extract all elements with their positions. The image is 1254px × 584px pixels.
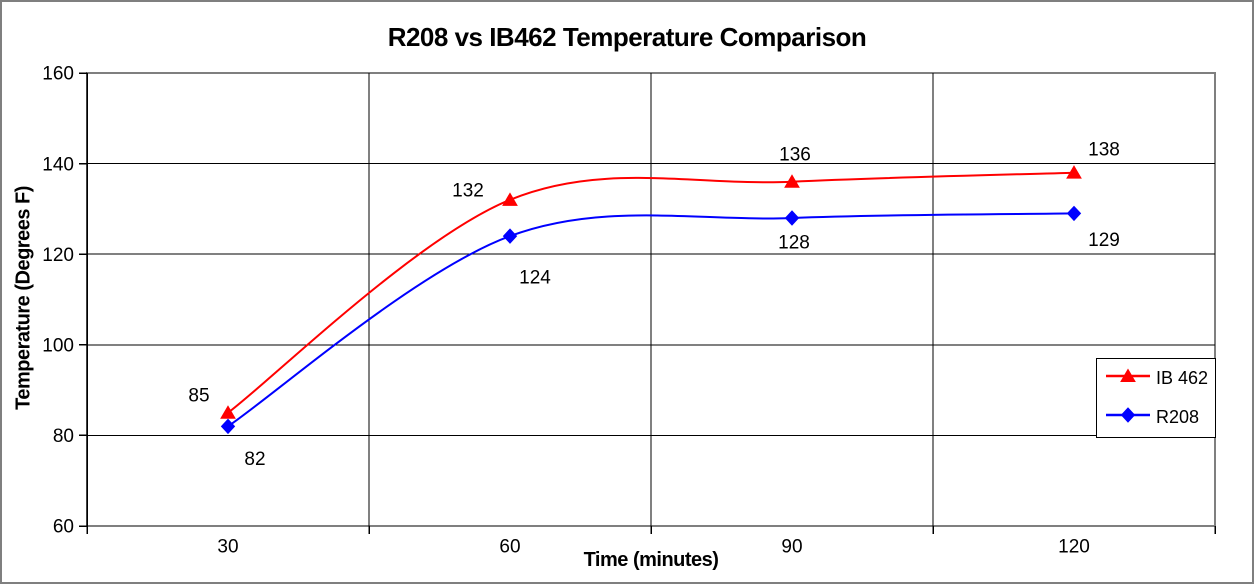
- legend-item-r208: R208: [1105, 407, 1215, 428]
- diamond-marker-icon: [220, 418, 236, 435]
- y-tick-label: 100: [42, 335, 74, 356]
- diamond-marker-icon: [1120, 407, 1136, 423]
- diamond-marker-icon: [1066, 205, 1082, 222]
- legend-label-ib462: IB 462: [1156, 368, 1209, 388]
- legend-item-ib462: IB 462: [1105, 368, 1215, 389]
- data-point-label: 132: [452, 180, 484, 201]
- series-line-0: [227, 171, 1075, 414]
- triangle-marker-icon: [502, 192, 518, 206]
- x-tick-label: 30: [217, 537, 238, 558]
- data-point-label: 138: [1088, 139, 1120, 160]
- y-tick-label: 160: [42, 64, 74, 85]
- legend-line-diamond-icon: [1105, 407, 1151, 428]
- y-tick-label: 80: [53, 426, 74, 447]
- x-tick-label: 90: [781, 537, 802, 558]
- data-point-label: 82: [244, 449, 265, 470]
- x-tick-label: 60: [499, 537, 520, 558]
- chart-title: R208 vs IB462 Temperature Comparison: [387, 22, 867, 52]
- y-tick-label: 60: [53, 517, 74, 538]
- diamond-marker-icon: [502, 228, 518, 244]
- data-point-label: 124: [519, 268, 551, 289]
- legend-line-triangle-icon: [1105, 368, 1151, 389]
- data-point-label: 129: [1088, 230, 1120, 251]
- legend-sample-svg: [1106, 368, 1150, 382]
- triangle-marker-icon: [1120, 368, 1136, 382]
- data-point-label: 128: [778, 233, 810, 254]
- legend: IB 462 R208: [1096, 358, 1216, 438]
- legend-label-r208: R208: [1156, 407, 1200, 427]
- triangle-marker-icon: [220, 405, 236, 419]
- x-tick-label: 120: [1058, 537, 1090, 558]
- triangle-marker-icon: [784, 174, 800, 188]
- diamond-marker-icon: [784, 210, 800, 226]
- legend-sample-svg: [1106, 407, 1150, 423]
- data-point-label: 136: [779, 144, 811, 165]
- series-line-1: [227, 212, 1075, 428]
- y-tick-label: 140: [42, 154, 74, 175]
- triangle-marker-icon: [1066, 165, 1082, 179]
- y-tick-label: 120: [42, 245, 74, 266]
- data-point-label: 85: [188, 385, 209, 406]
- x-axis-title: Time (minutes): [583, 549, 719, 571]
